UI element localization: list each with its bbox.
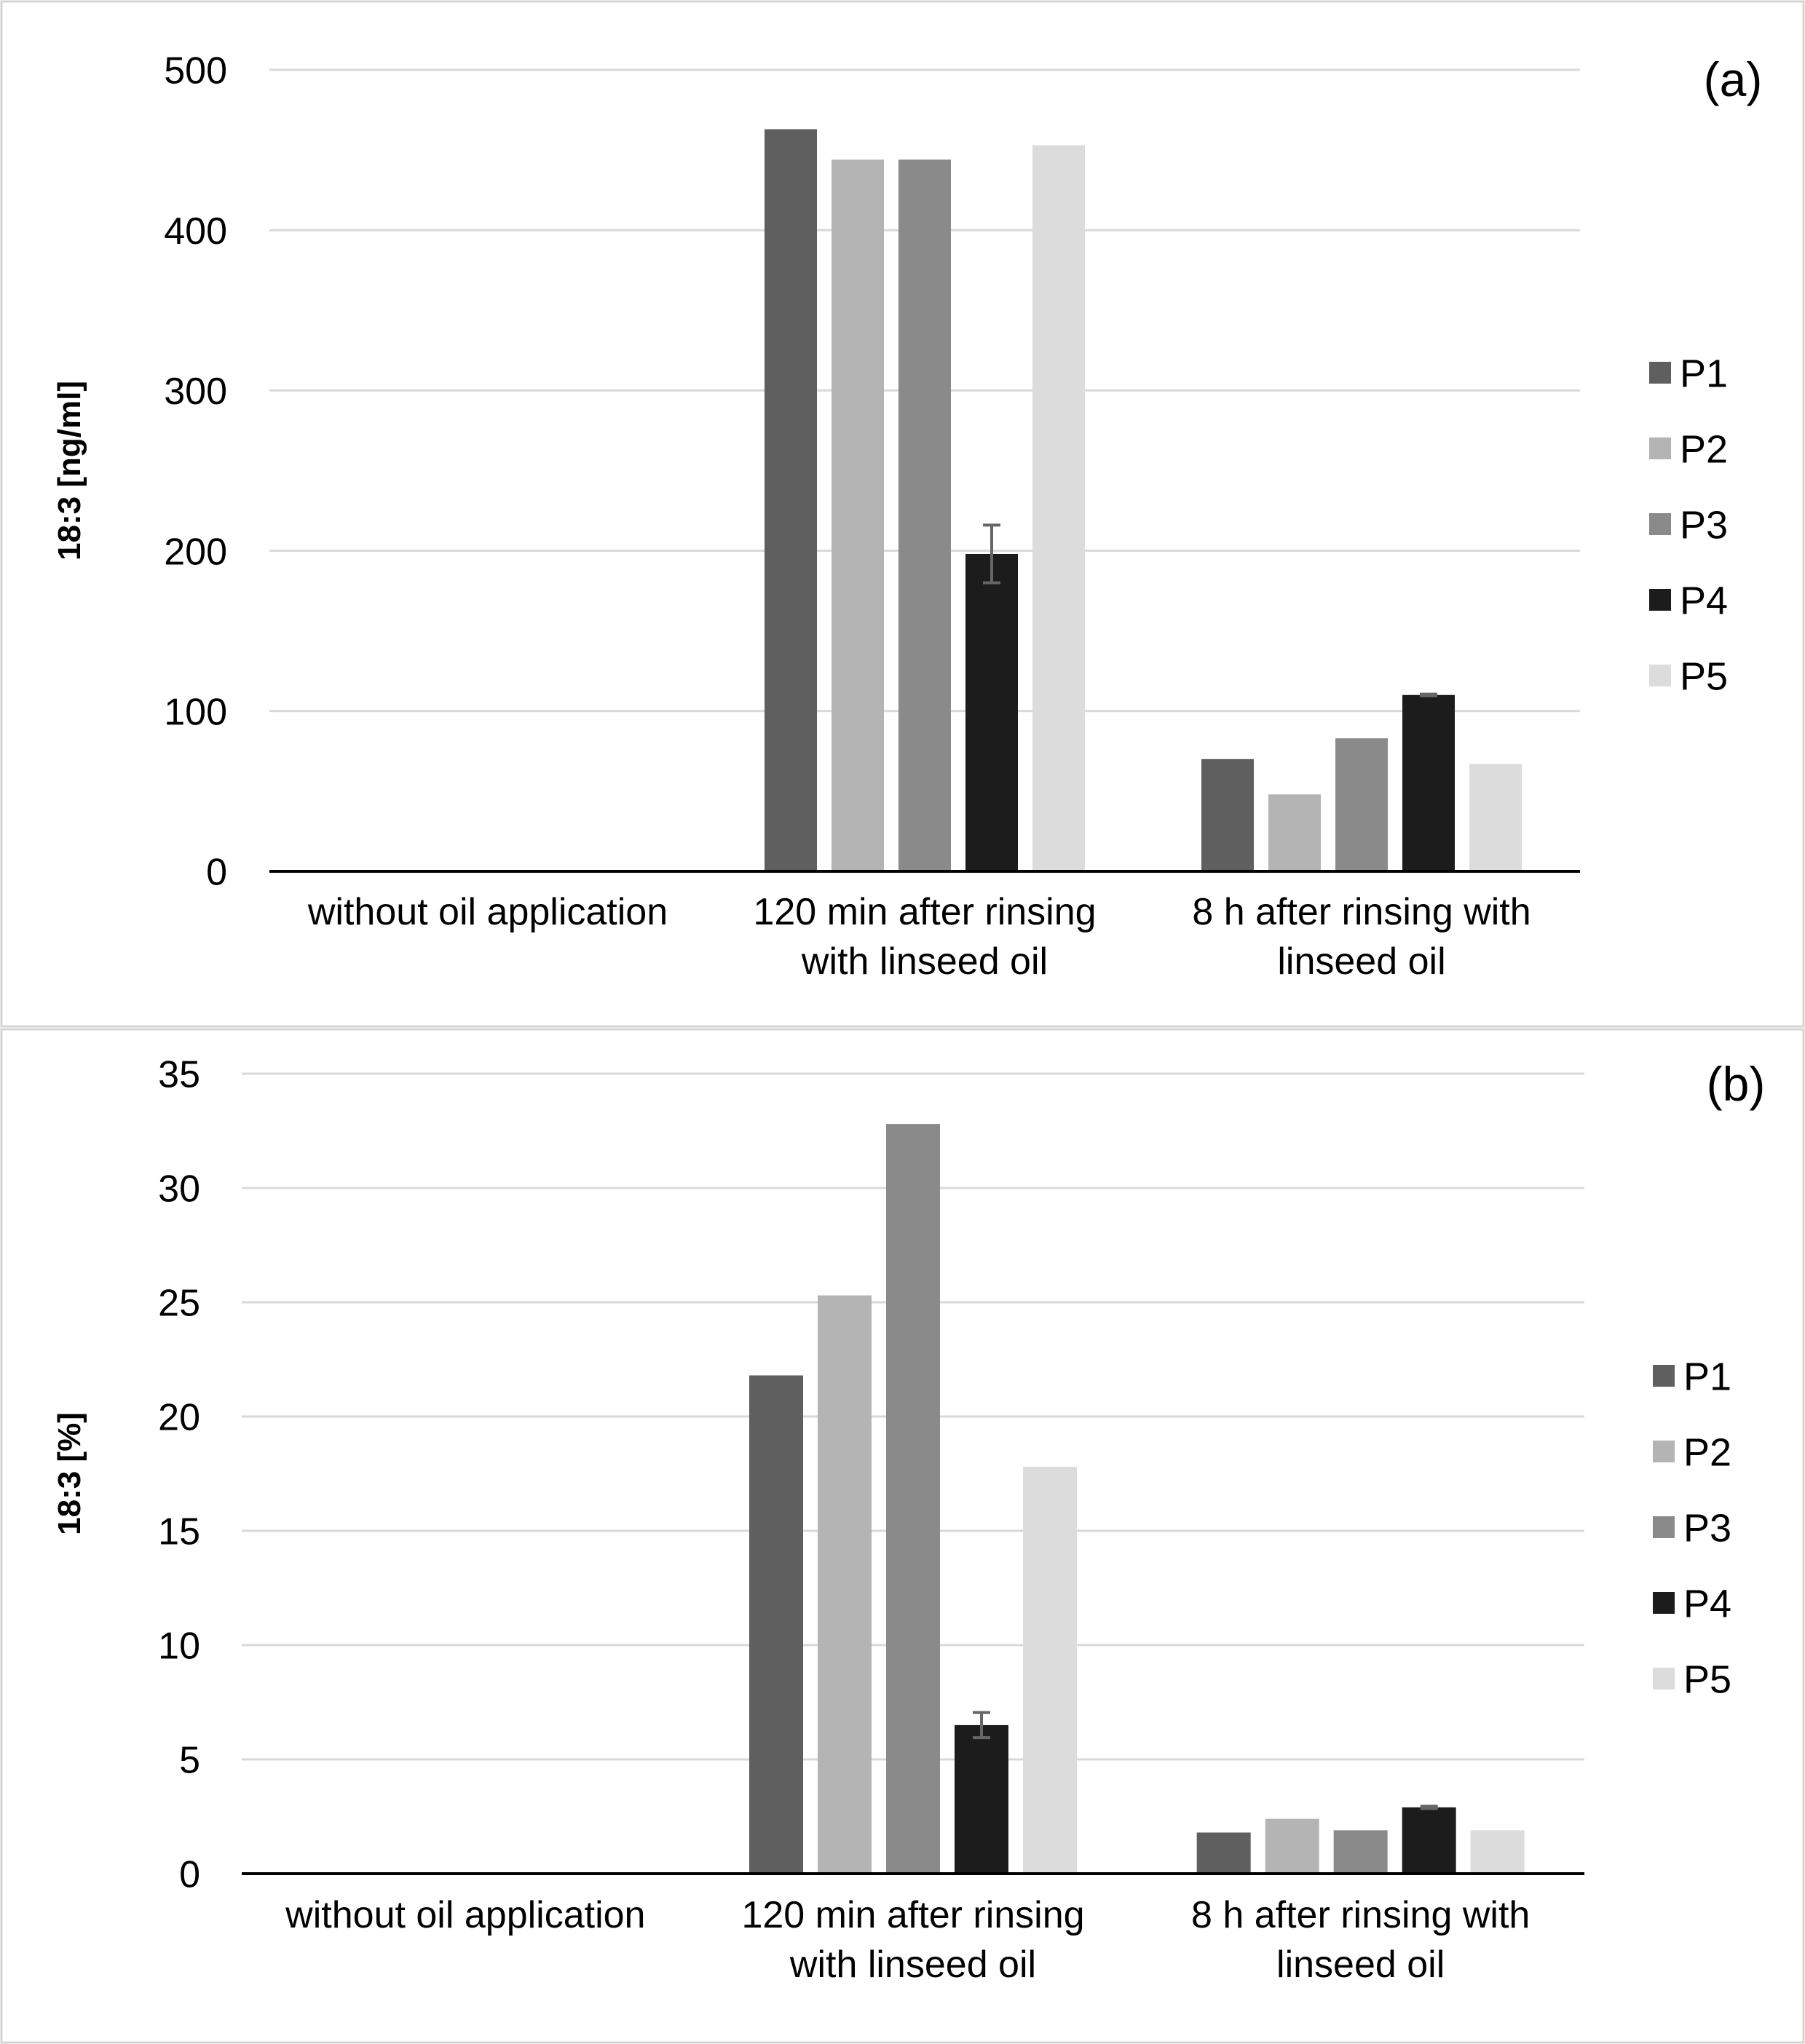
chart-b-legend-swatch-p1 <box>1653 1365 1675 1387</box>
panel-b-frame <box>0 1028 1805 2044</box>
chart-b-legend-swatch-p2 <box>1653 1441 1675 1462</box>
chart-a-legend-swatch-p1 <box>1649 362 1671 384</box>
chart-a-legend-swatch-p2 <box>1649 437 1671 459</box>
chart-b-ytick-label: 30 <box>158 1168 200 1211</box>
chart-b-bar-p3 <box>886 1124 940 1874</box>
chart-a-bar-p5 <box>1469 764 1522 871</box>
chart-b-ytick-label: 15 <box>158 1511 200 1553</box>
chart-b-ytick-label: 20 <box>158 1397 200 1439</box>
chart-b-legend-label-p3: P3 <box>1683 1506 1731 1550</box>
chart-b-category-label: 120 min after rinsing <box>741 1894 1084 1936</box>
chart-b-ytick-label: 10 <box>158 1625 200 1668</box>
chart-b-ytick-label: 35 <box>158 1054 200 1096</box>
chart-b-legend-label-p2: P2 <box>1683 1430 1731 1474</box>
chart-b-bar-p2 <box>818 1295 872 1874</box>
chart-a-bar-p4 <box>965 554 1018 871</box>
chart-b-legend-swatch-p5 <box>1653 1668 1675 1690</box>
chart-b-svg: 0 5 10 15 20 25 30 35 18:3 [%] without oil applic… <box>0 1028 1805 2044</box>
chart-a-bar-p5 <box>1032 145 1085 871</box>
chart-a-ytick-label: 400 <box>164 210 227 253</box>
chart-panel-a: 0 100 200 300 400 500 18:3 [ng/ml] without oil … <box>0 0 1805 1028</box>
chart-b-bar-p5 <box>1470 1830 1525 1874</box>
chart-a-ytick-label: 300 <box>164 371 227 413</box>
chart-a-legend-swatch-p5 <box>1649 665 1671 686</box>
chart-b-category-label: without oil application <box>285 1894 645 1936</box>
chart-a-category-label: without oil application <box>307 891 668 933</box>
chart-b-ytick-label: 5 <box>179 1740 200 1782</box>
chart-a-panel-label: (a) <box>1704 52 1763 106</box>
chart-b-legend-label-p5: P5 <box>1683 1657 1731 1701</box>
panel-a-frame <box>0 0 1805 1028</box>
chart-a-ylabel: 18:3 [ng/ml] <box>52 381 87 560</box>
chart-a-category-label: 8 h after rinsing with <box>1192 891 1531 933</box>
chart-b-category-label: linseed oil <box>1276 1944 1445 1986</box>
chart-b-bar-p4 <box>1402 1807 1456 1874</box>
chart-b-bar-p1 <box>749 1375 803 1874</box>
chart-a-bar-p1 <box>765 129 817 871</box>
chart-a-legend-swatch-p3 <box>1649 513 1671 535</box>
chart-b-legend-swatch-p4 <box>1653 1592 1675 1614</box>
chart-a-legend-swatch-p4 <box>1649 589 1671 611</box>
chart-a-bar-p2 <box>1268 794 1321 871</box>
chart-a-legend-label-p1: P1 <box>1680 352 1728 395</box>
chart-a-ytick-label: 200 <box>164 531 227 573</box>
chart-a-bar-p3 <box>898 159 951 871</box>
chart-b-bar-p4 <box>955 1724 1008 1874</box>
chart-a-svg: 0 100 200 300 400 500 18:3 [ng/ml] without oil … <box>0 0 1805 1028</box>
chart-a-bar-p4 <box>1402 694 1455 871</box>
chart-b-category-label: 8 h after rinsing with <box>1191 1894 1530 1936</box>
chart-b-bar-p5 <box>1023 1467 1077 1874</box>
chart-a-ytick-label: 500 <box>164 50 227 92</box>
chart-panel-b: 0 5 10 15 20 25 30 35 18:3 [%] without oil applic… <box>0 1028 1805 2044</box>
chart-a-ytick-label: 0 <box>206 852 227 894</box>
chart-a-legend-label-p2: P2 <box>1680 427 1728 471</box>
chart-b-ytick-label: 25 <box>158 1283 200 1325</box>
chart-a-bar-p2 <box>832 159 884 871</box>
chart-a-bar-p3 <box>1335 738 1388 871</box>
chart-b-legend-label-p1: P1 <box>1683 1355 1731 1398</box>
chart-b-bar-p1 <box>1196 1832 1251 1874</box>
chart-a-category-label: linseed oil <box>1277 940 1445 983</box>
chart-a-category-label: with linseed oil <box>801 940 1048 983</box>
chart-a-ytick-label: 100 <box>164 692 227 734</box>
chart-b-legend-label-p4: P4 <box>1683 1582 1731 1625</box>
chart-b-bar-p3 <box>1333 1830 1388 1874</box>
chart-a-legend-label-p3: P3 <box>1680 503 1728 547</box>
chart-a-bar-p1 <box>1201 758 1254 871</box>
chart-b-ytick-label: 0 <box>179 1854 200 1896</box>
chart-a-legend-label-p4: P4 <box>1680 579 1728 622</box>
chart-b-ylabel: 18:3 [%] <box>52 1412 87 1535</box>
chart-b-legend-swatch-p3 <box>1653 1516 1675 1538</box>
chart-b-bar-p2 <box>1265 1818 1319 1874</box>
chart-b-panel-label: (b) <box>1707 1057 1766 1111</box>
chart-a-legend-label-p5: P5 <box>1680 654 1728 698</box>
chart-b-category-label: with linseed oil <box>789 1944 1036 1986</box>
chart-a-category-label: 120 min after rinsing <box>753 891 1096 933</box>
